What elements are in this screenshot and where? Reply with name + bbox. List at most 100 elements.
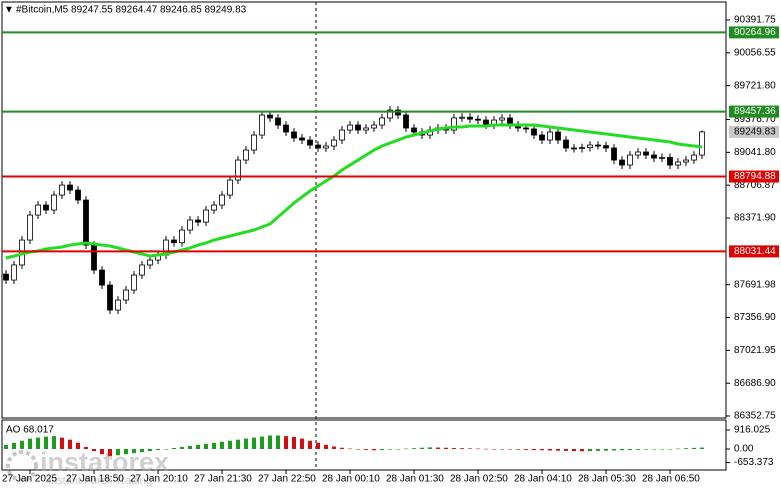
candle-body — [619, 159, 625, 166]
ao-bar — [396, 449, 400, 450]
candle-body — [411, 127, 417, 133]
watermark: instaforex Instant Forex Trading — [6, 447, 169, 487]
ao-bar — [164, 449, 168, 450]
candle-body — [43, 204, 49, 211]
candle-body — [691, 154, 697, 161]
tagline: Instant Forex Trading — [48, 475, 152, 487]
y-tick-label: 89376.70 — [734, 114, 776, 125]
ao-bar — [524, 449, 528, 450]
level-label: 88031.44 — [734, 246, 776, 257]
ao-bar — [92, 449, 96, 452]
candle-body — [643, 151, 649, 156]
level-tag — [729, 26, 779, 39]
ao-bar — [4, 444, 8, 450]
candle-body — [699, 131, 705, 156]
candle-body — [555, 131, 561, 141]
ao-bar — [604, 449, 608, 451]
y-tick-label: 87021.95 — [734, 345, 776, 356]
ao-bar — [636, 449, 640, 450]
ao-bar — [428, 447, 432, 450]
main-panel — [1, 1, 727, 419]
ao-bar — [44, 436, 48, 450]
ao-bar — [292, 436, 296, 450]
candle-body — [603, 145, 609, 149]
ao-bar — [684, 448, 688, 450]
x-tick-label: 27 Jan 18:50 — [66, 474, 124, 485]
candle-body — [571, 147, 577, 150]
candle-body — [499, 117, 505, 121]
price-tag — [729, 125, 779, 138]
ao-bar — [452, 447, 456, 450]
candle-body — [563, 139, 569, 149]
candle-body — [331, 139, 337, 147]
indicator-panel — [1, 419, 727, 471]
ao-bar — [68, 439, 72, 450]
candle-body — [35, 204, 41, 216]
candle-body — [227, 179, 233, 196]
ao-bar — [308, 440, 312, 450]
candle-body — [179, 229, 185, 244]
candle-body — [275, 117, 281, 126]
ao-bar — [652, 449, 656, 450]
level-tag — [729, 170, 779, 183]
candle-body — [171, 239, 177, 244]
candle-body — [131, 274, 137, 291]
y-tick-label: 89041.80 — [734, 147, 776, 158]
candle-body — [219, 194, 225, 206]
moving-average — [5, 123, 703, 260]
candle-body — [539, 134, 545, 141]
candle-body — [459, 116, 465, 119]
ao-bar — [676, 448, 680, 450]
menu-icon: ▼ — [4, 5, 14, 16]
candle-body — [267, 114, 273, 119]
candle-body — [347, 124, 353, 131]
ao-bar — [276, 435, 280, 450]
ao-bar — [420, 447, 424, 450]
ao-bar — [540, 449, 544, 451]
ao-bar — [84, 446, 88, 450]
ao-bar — [340, 447, 344, 450]
ao-bar — [348, 448, 352, 450]
candle-body — [123, 289, 129, 301]
ao-bar — [100, 449, 104, 455]
level-label: 88794.88 — [734, 171, 776, 182]
candle-body — [595, 144, 601, 147]
candle-body — [51, 194, 57, 211]
candle-body — [651, 154, 657, 159]
ao-bar — [404, 448, 408, 450]
ao-bar — [156, 449, 160, 451]
candle-body — [195, 219, 201, 223]
ao-bar — [548, 449, 552, 451]
candle-body — [59, 184, 65, 196]
y-tick-label: 90391.75 — [734, 15, 776, 26]
x-tick-label: 28 Jan 02:50 — [450, 474, 508, 485]
candle-body — [283, 124, 289, 133]
ao-bar — [572, 449, 576, 452]
candle-body — [235, 159, 241, 181]
candle-body — [91, 244, 97, 271]
candle-body — [467, 116, 473, 120]
candle-body — [203, 209, 209, 223]
candle-body — [531, 128, 537, 136]
ao-bar — [108, 449, 112, 457]
candle-body — [339, 129, 345, 141]
indicator-tick-label: -653.373 — [734, 457, 774, 468]
candle-body — [675, 161, 681, 166]
level-label: 89457.36 — [734, 106, 776, 117]
candle-body — [139, 264, 145, 276]
ao-bar — [380, 449, 384, 451]
candle-body — [315, 144, 321, 149]
ao-bar — [228, 440, 232, 450]
y-tick-label: 87691.98 — [734, 279, 776, 290]
candle-body — [291, 131, 297, 139]
ao-bar — [588, 449, 592, 452]
y-tick-label: 86686.90 — [734, 378, 776, 389]
candle-body — [371, 124, 377, 129]
candle-body — [387, 109, 393, 119]
ao-bar — [596, 449, 600, 451]
ao-bar — [564, 449, 568, 451]
ao-bar — [300, 438, 304, 450]
x-tick-label: 27 Jan 22:50 — [258, 474, 316, 485]
ao-bar — [668, 449, 672, 450]
candle-body — [587, 144, 593, 148]
